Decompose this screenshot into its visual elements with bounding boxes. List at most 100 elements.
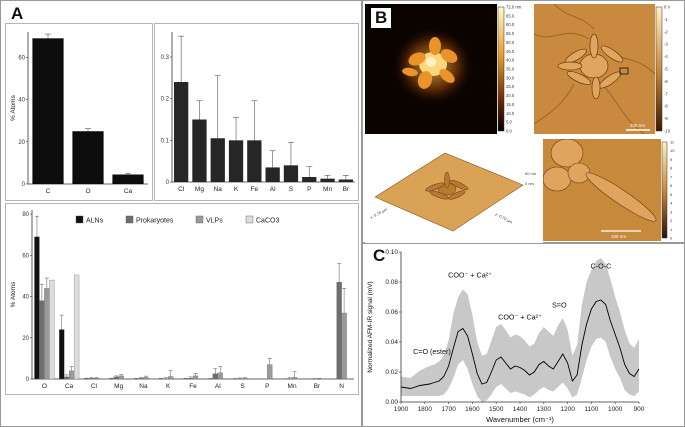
afm-3d-particle xyxy=(425,171,469,200)
x-tick-label: N xyxy=(339,383,344,390)
y-tick-label: 20 xyxy=(22,336,29,342)
mean-line xyxy=(400,299,640,389)
bar xyxy=(113,376,119,380)
chart-a-top-left: 0 20 40 60 % Atoms C O Ca xyxy=(5,23,153,201)
bar xyxy=(39,300,45,380)
x-tick-label: P xyxy=(265,383,269,390)
bar xyxy=(69,370,75,380)
y-tick-label: 0.04 xyxy=(385,339,398,346)
scale-tick-label: -1 xyxy=(664,17,668,22)
scale-tick-label: 7 xyxy=(670,174,673,179)
y-tick-label: 0.02 xyxy=(385,369,398,376)
y-tick-label: 40 xyxy=(22,295,29,301)
scale-tick-label: 1 xyxy=(670,227,673,232)
scale-tick-label: 4 xyxy=(670,201,673,206)
y-tick-label: 0.1 xyxy=(161,138,170,144)
x-tick-label: Al xyxy=(270,186,276,193)
bar xyxy=(174,82,189,182)
bar xyxy=(143,377,149,380)
bar xyxy=(341,312,347,380)
x-tick-label: Ca xyxy=(124,188,133,195)
chart-a-bottom-svg: 0 20 40 60 80 % Atoms O Ca Cl Mg Na K Fe Al S P Mn Br N ALN… xyxy=(10,210,354,390)
bar xyxy=(228,140,244,182)
y-axis-label: % Atoms xyxy=(10,281,17,307)
x-tick-label: 1100 xyxy=(584,406,598,413)
x-tick-label: P xyxy=(307,186,311,193)
scale-tick-label: 8 xyxy=(670,166,673,171)
x-tick-label: S xyxy=(289,186,294,193)
y-tick-label: 0.10 xyxy=(385,249,398,256)
scale-tick-label: -5 xyxy=(664,67,668,72)
scale-tick-label: 72.0 nm xyxy=(506,5,522,10)
x-tick-label: O xyxy=(42,383,47,390)
afm-zoom-scale: 11 10 9 8 7 6 5 4 3 2 1 0 xyxy=(661,139,685,241)
scale-tick-label: 65.0 xyxy=(506,13,515,18)
y-tick-label: 60 xyxy=(18,55,25,61)
bar xyxy=(210,138,225,182)
x-tick-label: Mn xyxy=(323,186,332,193)
peak-annotation: C-O-C xyxy=(591,262,612,271)
x-tick-label: C xyxy=(46,188,51,195)
y-tick-label: 0 xyxy=(26,377,30,383)
panel-b: B xyxy=(362,0,685,243)
x-tick-label: 1500 xyxy=(489,406,504,413)
x-tick-label: S xyxy=(240,383,245,390)
y-axis-label: Normalized AFM-IR signal (mV) xyxy=(367,281,374,372)
afm-particle-arms xyxy=(557,33,624,100)
bar xyxy=(118,375,124,380)
bar xyxy=(34,236,40,380)
bar xyxy=(192,375,199,380)
bar xyxy=(49,279,55,380)
x-tick-label: Al xyxy=(215,383,221,390)
peak-annotation: S=O xyxy=(552,301,567,310)
x-tick-label: 1600 xyxy=(465,406,480,413)
y-tick-label: 80 xyxy=(22,212,29,218)
x-tick-label: 1800 xyxy=(418,406,433,413)
afm-3d-svg: x: 0.70 µm y: 0.70 µm 60 nm 0 nm xyxy=(365,135,543,243)
x-tick-label: Cl xyxy=(178,186,185,193)
x-tick-label: Br xyxy=(343,186,350,193)
afm-height-scale-svg: 72.0 nm 65.0 60.0 55.0 50.0 45.0 40.0 35.0 30.0 2… xyxy=(497,5,522,134)
bar xyxy=(267,364,273,380)
scale-tick-label: 0 V xyxy=(664,5,670,10)
bar xyxy=(242,378,248,380)
scale-tick-label: 50.0 xyxy=(506,40,515,45)
scale-tick-label: 6 xyxy=(670,183,673,188)
scale-tick-label: 45.0 xyxy=(506,49,515,54)
scale-tick-label: 2 xyxy=(670,218,673,223)
x-tick-label: Ca xyxy=(65,383,74,390)
chart-a-top-right-svg: 0 0.1 0.2 0.3 Cl Mg Na K Fe Al S P Mn Br xyxy=(161,32,355,193)
afm-height-scale: 72.0 nm 65.0 60.0 55.0 50.0 45.0 40.0 35.0 30.0 2… xyxy=(497,4,533,134)
scale-tick-label: 5.0 xyxy=(506,120,512,125)
bar xyxy=(112,174,144,184)
afm-3d-image: x: 0.70 µm y: 0.70 µm 60 nm 0 nm xyxy=(365,135,543,243)
scale-tick-label: 10.0 xyxy=(506,111,515,116)
bar xyxy=(64,376,70,380)
legend-label: Prokaryotes xyxy=(136,218,174,225)
scale-tick-label: 55.0 xyxy=(506,31,515,36)
panel-a-label: A xyxy=(11,4,24,23)
chart-a-top-right: 0 0.1 0.2 0.3 Cl Mg Na K Fe Al S P Mn Br xyxy=(154,23,359,201)
legend-label: ALNs xyxy=(86,218,104,225)
x-axis-label: Wavenumber (cm⁻¹) xyxy=(486,415,554,424)
x-tick-label: 1900 xyxy=(394,406,409,413)
legend-swatch xyxy=(195,215,204,224)
bar xyxy=(247,140,262,182)
scale-tick-label: 40.0 xyxy=(506,58,515,63)
panel-b-label: B xyxy=(371,8,392,28)
bar xyxy=(291,377,298,380)
legend-swatch xyxy=(245,215,254,224)
y-tick-label: 0.08 xyxy=(385,279,398,286)
chart-a-bottom: 0 20 40 60 80 % Atoms O Ca Cl Mg Na K Fe Al S P Mn Br N ALN… xyxy=(5,203,359,395)
bar xyxy=(217,372,223,380)
bar xyxy=(320,178,335,182)
bar xyxy=(302,177,317,182)
zoom-box xyxy=(619,67,629,75)
afm-deflection-svg: 200 nm xyxy=(534,4,655,134)
scale-tick-label: 10 xyxy=(670,148,675,153)
x-tick-label: 1300 xyxy=(537,406,552,413)
scalebar-200nm-label: 200 nm xyxy=(630,123,645,128)
x-tick-label: Br xyxy=(314,383,321,390)
chart-c-svg: 1900 1800 1700 1600 1500 1400 1300 1200 1100 1000… xyxy=(367,249,645,424)
scale-tick-label: 0.0 xyxy=(506,129,512,134)
